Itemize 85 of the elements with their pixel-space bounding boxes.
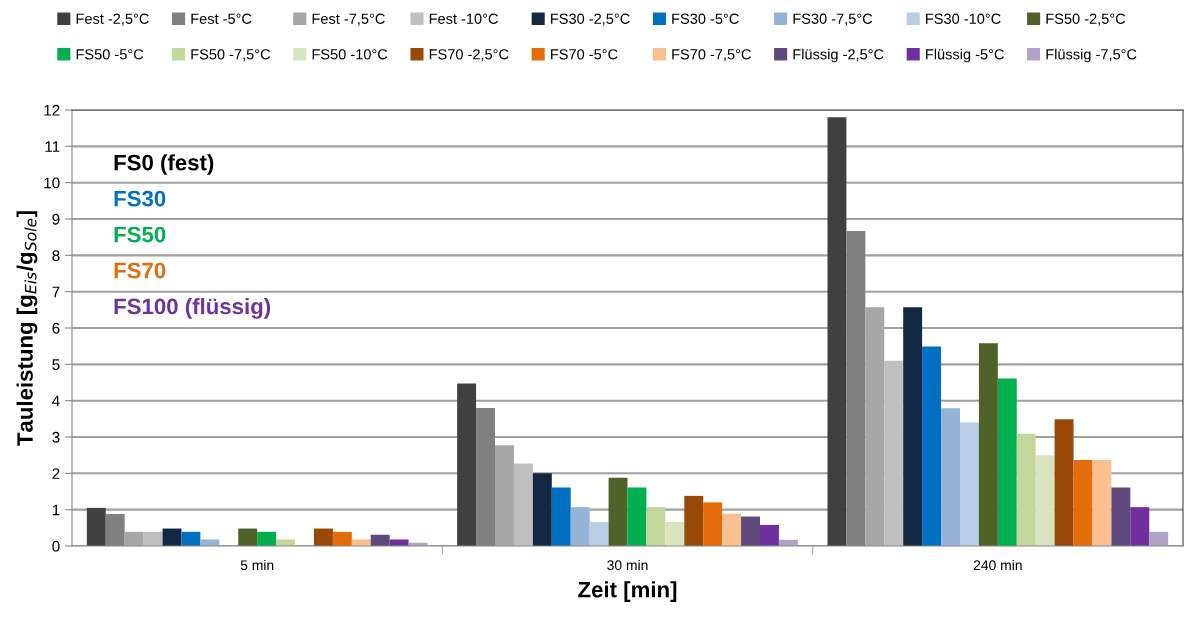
bar (589, 522, 609, 546)
x-axis-title: Zeit [min] (578, 581, 677, 602)
bar (760, 524, 779, 546)
bar (313, 528, 333, 546)
y-tick-label: 7 (52, 286, 60, 298)
legend-label: FS50 -10°C (312, 49, 388, 60)
y-axis-title: Tauleistung [g$_{Eis}$/g$_{Sole}$] (16, 211, 38, 446)
bar (1130, 507, 1150, 546)
bar (741, 516, 760, 546)
y-tick-label: 10 (44, 177, 60, 189)
bar (1149, 531, 1169, 546)
legend-label: Fest -5°C (191, 13, 252, 24)
bar (124, 531, 144, 546)
legend-label: FS70 -7,5°C (672, 49, 751, 62)
legend-label: FS30 -2,5°C (551, 13, 630, 26)
bar (1035, 455, 1055, 546)
bar (351, 539, 371, 546)
y-tick-label: 1 (52, 504, 60, 516)
legend-label: FS30 -5°C (672, 13, 739, 24)
legend-label: Fest -7,5°C (312, 13, 385, 26)
legend-label: Flüssig -2,5°C (793, 48, 884, 63)
bar (513, 463, 533, 546)
y-tick-label: 4 (52, 395, 60, 407)
bar (389, 539, 409, 546)
bar (903, 307, 923, 546)
legend-label: Fest -10°C (429, 13, 498, 24)
bar (684, 495, 704, 546)
bar (200, 539, 220, 546)
bar (827, 117, 847, 546)
bar (1073, 459, 1093, 546)
bar (1092, 459, 1112, 546)
legend-label: FS70 -2,5°C (429, 49, 509, 62)
bar (457, 383, 477, 546)
legend-label: FS50 -5°C (76, 49, 144, 60)
y-tick-label: 12 (44, 104, 60, 116)
annotation: FS0 (fest) (114, 154, 214, 175)
legend-label: FS30 -7,5°C (793, 13, 873, 26)
bar (551, 487, 571, 546)
annotation: FS100 (flüssig) (114, 297, 271, 319)
y-tick-label: 0 (52, 540, 60, 552)
annotation: FS70 (114, 262, 166, 279)
annotation: FS30 (114, 190, 166, 207)
y-tick-label: 3 (52, 431, 60, 443)
bar (941, 408, 960, 546)
bar (922, 346, 942, 546)
bar (665, 522, 685, 546)
bar (959, 422, 979, 546)
y-tick-label: 9 (52, 213, 60, 225)
annotation: FS50 (114, 226, 166, 243)
x-tick-label: 5 min (240, 559, 274, 571)
bar (608, 477, 628, 546)
bar (722, 513, 742, 546)
y-tick-label: 2 (52, 468, 60, 479)
bar (1016, 433, 1036, 546)
bar (495, 445, 514, 546)
bar (978, 343, 998, 546)
legend-label: Flüssig -7,5°C (1046, 48, 1137, 63)
legend-label: FS50 -7,5°C (191, 49, 271, 62)
bar (238, 528, 258, 546)
legend-label: Flüssig -5°C (926, 48, 1004, 63)
bar (257, 531, 277, 546)
bar (143, 531, 163, 546)
bar (86, 507, 106, 546)
legend-label: FS70 -5°C (551, 49, 618, 60)
bar (884, 360, 904, 546)
bar (276, 539, 296, 546)
x-tick-label: 240 min (973, 559, 1022, 571)
bar (332, 531, 352, 546)
y-tick-label: 5 (52, 359, 60, 371)
bar (1054, 419, 1074, 546)
legend-label: Fest -2,5°C (76, 13, 149, 26)
legend-label: FS30 -10°C (926, 13, 1001, 24)
bar (181, 531, 201, 546)
bar (570, 507, 590, 546)
bar (997, 378, 1017, 546)
bar (627, 487, 647, 546)
y-tick-label: 8 (52, 250, 60, 262)
x-tick-label: 30 min (607, 559, 648, 571)
bar (1111, 487, 1131, 546)
bar (532, 473, 552, 546)
bar (646, 507, 666, 546)
legend-label: FS50 -2,5°C (1046, 13, 1126, 26)
bar (703, 502, 723, 546)
y-tick-label: 6 (52, 322, 60, 334)
y-tick-label: 11 (45, 141, 60, 152)
